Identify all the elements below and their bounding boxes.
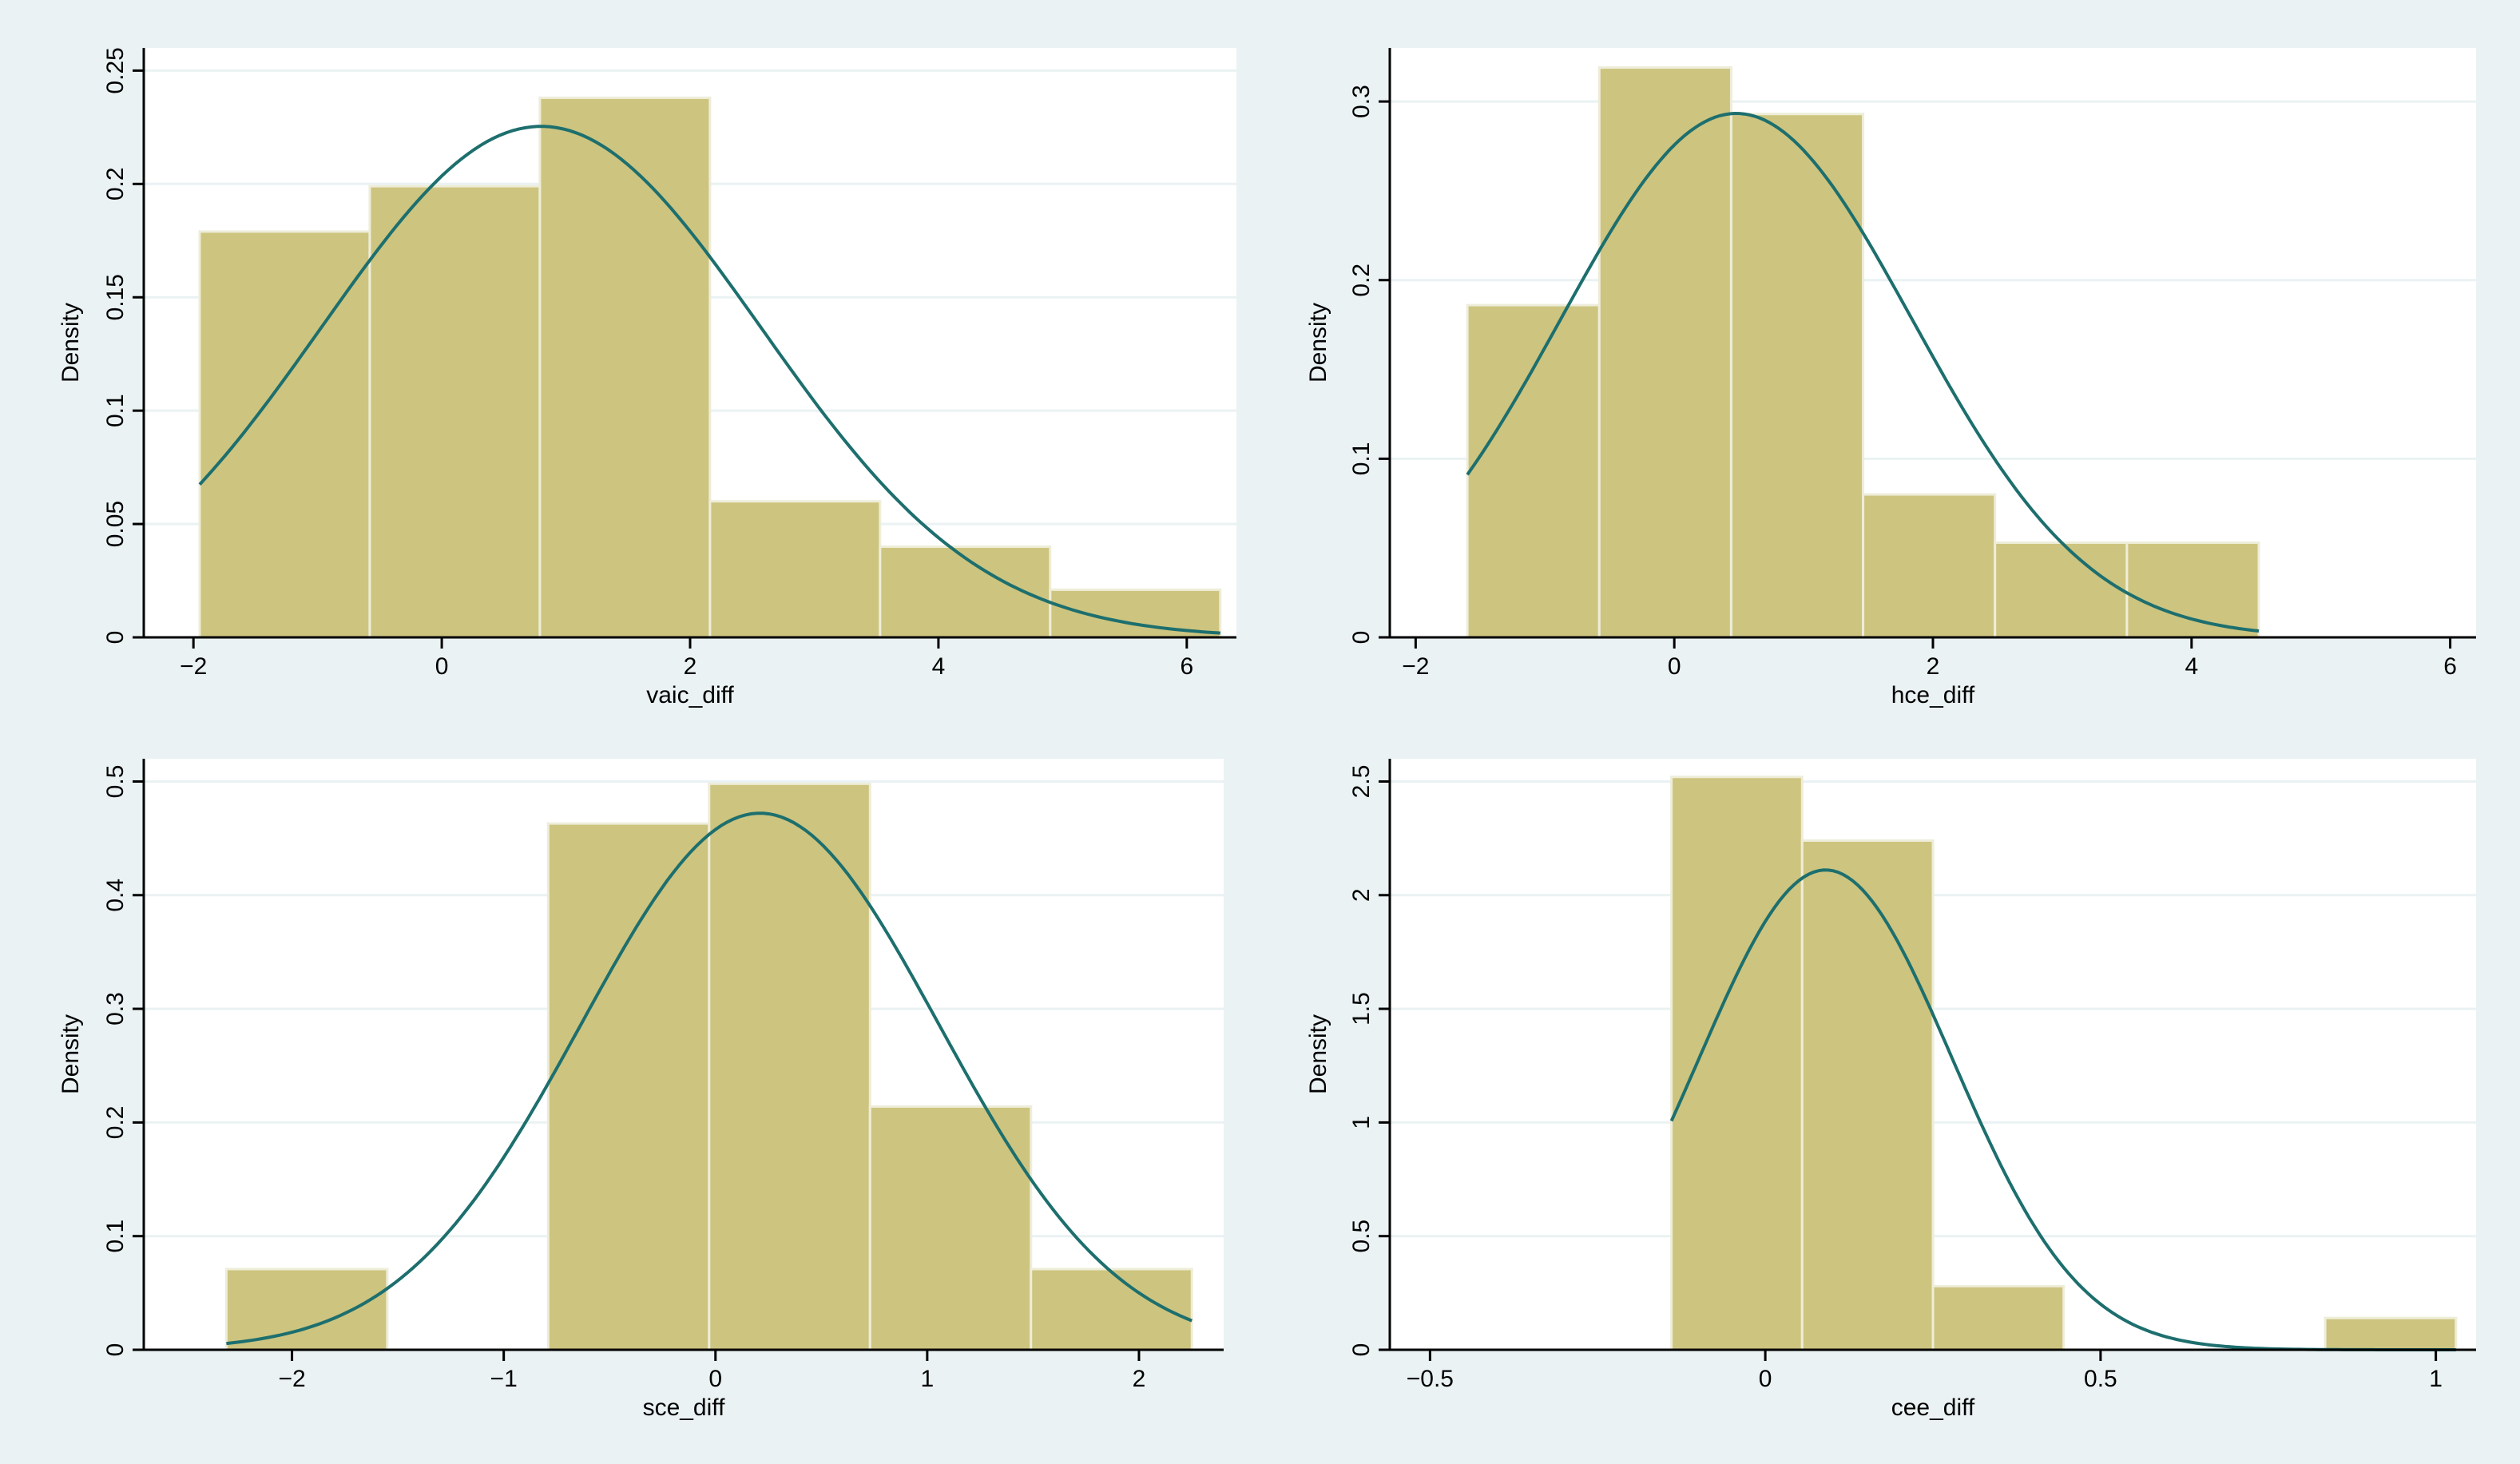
x-tick-label: 6 xyxy=(2443,653,2457,680)
y-tick-label: 0.2 xyxy=(102,1106,129,1140)
histogram-bar xyxy=(1862,493,1997,639)
y-tick-label: 0.25 xyxy=(102,47,129,93)
histogram-bar xyxy=(1670,776,1804,1351)
histogram-panel-sce: 0 0.1 0.2 0.3 0.4 0.5 −2 −1 0 1 2 sce_diff Density xyxy=(0,740,1256,1464)
y-tick-label: 0.1 xyxy=(102,394,129,427)
normal-density-curve xyxy=(198,125,1220,635)
histogram-bar xyxy=(708,782,871,1351)
y-tick-label: 0 xyxy=(102,1343,129,1357)
x-tick-label: −1 xyxy=(490,1366,518,1392)
y-tick-label: 0.5 xyxy=(1348,1220,1375,1253)
x-tick-label: 0.5 xyxy=(2084,1366,2117,1392)
x-axis-title: hce_diff xyxy=(1891,682,1975,708)
x-tick-label: −2 xyxy=(278,1366,305,1392)
normal-density-curve xyxy=(1466,111,2260,633)
histogram-bar xyxy=(1466,304,1601,639)
x-tick-label: 0 xyxy=(1759,1366,1772,1392)
y-axis-title: Density xyxy=(58,303,84,383)
histogram-bar xyxy=(1729,113,1865,639)
x-tick-label: −0.5 xyxy=(1407,1366,1454,1392)
y-tick-label: 0.4 xyxy=(102,879,129,912)
histogram-bar xyxy=(1597,66,1732,639)
histogram-bar xyxy=(2125,541,2260,639)
x-tick-label: 0 xyxy=(708,1366,722,1392)
y-axis-title: Density xyxy=(1305,1014,1331,1094)
normal-density-curve xyxy=(226,811,1193,1346)
histogram-bar xyxy=(708,500,882,639)
y-tick-label: 0.1 xyxy=(1348,442,1375,476)
histogram-panel-cee: 0 0.5 1 1.5 2 2.5 −0.5 0 0.5 1 cee_diff Density xyxy=(1264,740,2520,1464)
histogram-panel-vaic: 0 0.05 0.1 0.15 0.2 0.25 −2 0 2 4 6 vaic_diff Dens… xyxy=(0,0,1256,732)
x-tick-label: 1 xyxy=(2429,1366,2443,1392)
y-tick-label: 0.3 xyxy=(1348,85,1375,118)
x-tick-label: 2 xyxy=(1927,653,1940,680)
histogram-bar xyxy=(2324,1316,2458,1351)
y-tick-label: 2 xyxy=(1348,888,1375,902)
y-tick-label: 0.15 xyxy=(102,274,129,320)
y-tick-label: 0.2 xyxy=(102,167,129,200)
x-tick-label: 4 xyxy=(2185,653,2198,680)
histogram-panel-hce: 0 0.1 0.2 0.3 −2 0 2 4 6 hce_diff Density xyxy=(1264,0,2520,732)
x-tick-label: 0 xyxy=(435,653,449,680)
histogram-bar xyxy=(1931,1284,2066,1351)
y-tick-label: 0.1 xyxy=(102,1220,129,1253)
x-tick-label: 4 xyxy=(932,653,946,680)
y-tick-label: 1 xyxy=(1348,1116,1375,1129)
histogram-bar xyxy=(368,184,542,639)
y-axis-title: Density xyxy=(58,1014,84,1094)
x-tick-label: 0 xyxy=(1668,653,1681,680)
y-axis-title: Density xyxy=(1305,303,1331,383)
y-tick-label: 0.05 xyxy=(102,501,129,547)
histogram-bar xyxy=(1800,839,1935,1351)
x-axis-title: sce_diff xyxy=(643,1395,726,1421)
y-tick-label: 0 xyxy=(1348,1343,1375,1357)
histogram-bar xyxy=(868,1105,1033,1351)
x-axis-title: vaic_diff xyxy=(646,682,734,708)
y-tick-label: 0 xyxy=(102,631,129,645)
y-tick-label: 2.5 xyxy=(1348,765,1375,799)
y-tick-label: 0.5 xyxy=(102,765,129,799)
y-tick-label: 0.2 xyxy=(1348,264,1375,297)
x-tick-label: 2 xyxy=(1133,1366,1146,1392)
histogram-bar xyxy=(224,1268,389,1351)
histogram-bar xyxy=(538,96,712,639)
histogram-bar xyxy=(546,822,711,1351)
histogram-bar xyxy=(198,230,371,639)
x-tick-label: 6 xyxy=(1180,653,1193,680)
x-tick-label: −2 xyxy=(1402,653,1429,680)
y-tick-label: 0.3 xyxy=(102,992,129,1026)
y-tick-label: 1.5 xyxy=(1348,992,1375,1026)
x-tick-label: −2 xyxy=(180,653,207,680)
x-tick-label: 2 xyxy=(684,653,697,680)
x-axis-title: cee_diff xyxy=(1891,1395,1975,1421)
y-tick-label: 0 xyxy=(1348,631,1375,645)
x-tick-label: 1 xyxy=(921,1366,935,1392)
histogram-bar xyxy=(1994,541,2129,639)
